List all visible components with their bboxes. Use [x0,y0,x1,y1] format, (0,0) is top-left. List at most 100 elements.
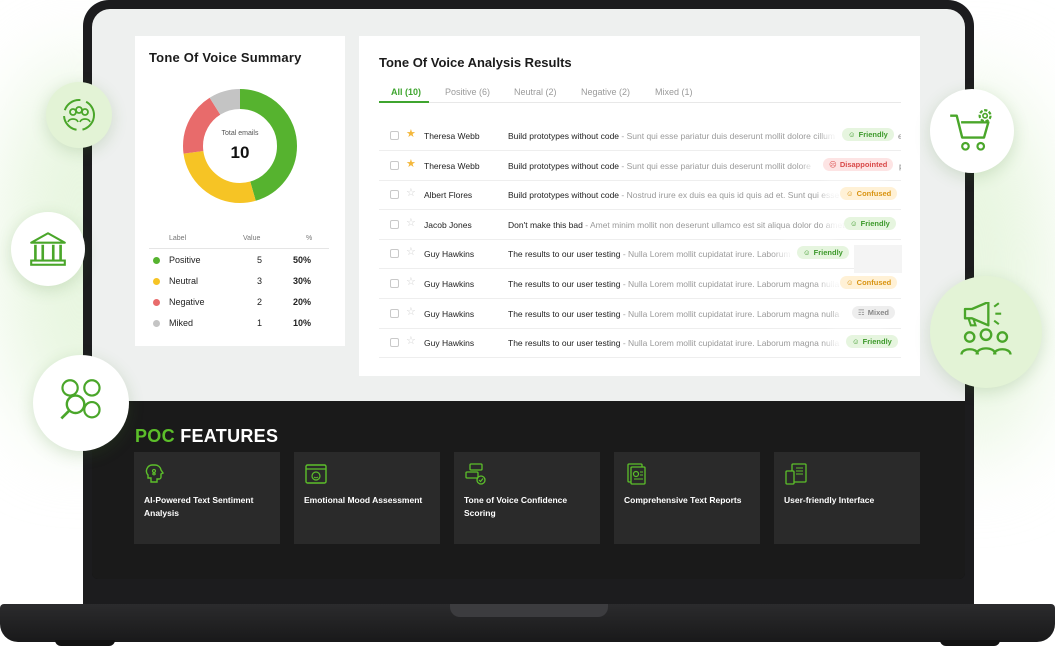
subject-text: Build prototypes without code [508,160,620,171]
preview-text: - Nulla Lorem mollit cupidatat irure. La… [620,249,791,260]
donut-center: Total emails 10 [182,88,298,204]
laptop-foot-left [55,640,115,646]
subject-text: The results to our user testing [508,308,621,319]
tab-all[interactable]: All (10) [391,87,422,97]
results-card: Tone Of Voice Analysis Results All (10) … [359,36,920,376]
tone-badge-label: Friendly [860,218,890,228]
star-icon[interactable]: ☆ [406,305,416,318]
laptop-foot-right [940,640,1000,646]
email-subject: The results to our user testing - Nulla … [508,338,898,348]
tone-badge: ☺ Friendly [842,128,894,141]
donut-segment-neutral [183,89,297,203]
legend-value: 2 [257,297,263,307]
star-icon[interactable]: ★ [406,128,416,140]
email-subject: Don't make this bad - Amet minim mollit … [508,220,898,230]
preview-text: - Nostrud irure ex duis ea quis id quis … [619,190,840,201]
subject-text: Build prototypes without code [508,131,620,141]
preview-text: - Nulla Lorem mollit cupidatat irure. La… [620,279,840,289]
trailing-text: er [898,131,901,141]
sender-name: Albert Flores [424,190,473,201]
preview-text: - Nulla Lorem mollit cupidatat irure. La… [620,308,840,319]
email-subject: The results to our user testing - Nulla … [508,309,898,319]
cart-gear-icon [950,109,992,151]
tab-positive[interactable]: Positive (6) [445,87,491,97]
row-checkbox[interactable] [390,338,399,348]
cart-gear-badge [930,89,1014,173]
sender-name: Guy Hawkins [424,279,475,289]
legend-label: Negative [169,297,205,307]
row-checkbox[interactable] [390,131,399,140]
email-row[interactable]: ☆ Guy Hawkins The results to our user test… [379,239,901,270]
row-checkbox[interactable] [390,219,399,229]
preview-text: - Sunt qui esse pariatur duis deserunt m… [619,160,811,171]
feature-label: Tone of Voice Confidence Scoring [464,495,568,518]
row-checkbox[interactable] [390,308,399,318]
emotion-screen-icon [305,464,327,484]
tone-badge-label: Confused [856,189,892,199]
email-row[interactable]: ☆ Jacob Jones Don't make this bad - Amet m… [379,210,901,240]
star-icon[interactable]: ☆ [406,216,416,229]
confidence-score-icon [465,463,486,485]
megaphone-team-badge [930,276,1042,388]
team-cycle-badge [46,82,112,148]
email-row[interactable]: ☆ Guy Hawkins The results to our user test… [379,299,901,329]
features-title-accent: POC [135,426,175,446]
feature-label: Emotional Mood Assessment [304,495,423,505]
row-checkbox[interactable] [390,190,399,200]
star-icon[interactable]: ☆ [406,276,416,288]
star-icon[interactable]: ☆ [406,335,416,348]
row-checkbox[interactable] [390,160,399,170]
emoji-icon: ☺ [850,218,858,228]
tone-badge-label: Friendly [858,130,888,139]
emoji-icon: ☶ [858,307,865,317]
legend-label: Neutral [169,276,199,286]
subject-text: Don't make this bad [508,219,583,230]
feature-card-reports: Comprehensive Text Reports [614,452,760,544]
total-emails-label: Total emails [221,130,259,137]
email-row[interactable]: ★ Theresa Webb Build prototypes without co… [379,151,901,181]
emoji-icon: ☺ [848,130,856,139]
tab-neutral[interactable]: Neutral (2) [514,87,557,97]
donut-segment-miked [183,89,297,203]
tone-badge: ☺ Confused [840,187,898,201]
star-icon[interactable]: ☆ [406,187,416,200]
features-title: POC FEATURES [135,426,278,447]
tab-mixed[interactable]: Mixed (1) [655,87,693,97]
donut-segment-negative [183,89,297,203]
sender-name: Guy Hawkins [424,338,475,349]
feature-card-mood: Emotional Mood Assessment [294,452,440,544]
emoji-icon: ☺ [846,189,854,199]
row-checkbox[interactable] [390,249,399,259]
feature-label: Comprehensive Text Reports [624,495,742,505]
sender-name: Theresa Webb [424,160,480,171]
legend-pct: 50% [293,255,312,265]
tone-badge-label: Confused [856,278,892,287]
email-row[interactable]: ★ Theresa Webb Build prototypes without co… [379,121,901,151]
star-icon[interactable]: ★ [406,157,416,170]
tone-badge: ☺ Friendly [846,335,898,349]
email-row[interactable]: ☆ Guy Hawkins The results to our user test… [379,269,901,299]
tone-badge: ☶ Mixed [852,305,895,319]
row-checkbox[interactable] [390,279,399,288]
feature-label: AI-Powered Text Sentiment Analysis [144,495,254,518]
preview-text: - Nulla Lorem mollit cupidatat irure. La… [620,338,840,349]
feature-label: User-friendly Interface [784,495,875,505]
legend-row-neutral: Neutral 3 30% [149,272,329,292]
email-row[interactable]: ☆ Albert Flores Build prototypes without c… [379,180,901,211]
legend-header-label: Label [169,235,187,242]
email-row[interactable]: ☆ Guy Hawkins The results to our user test… [379,328,901,359]
star-icon[interactable]: ☆ [406,246,416,259]
laptop-base-notch [450,604,608,617]
legend-label: Positive [169,255,201,265]
subject-text: The results to our user testing [508,338,621,349]
preview-text: - Sunt qui esse pariatur duis deserunt m… [619,131,835,141]
legend-header-value: Value [243,235,261,242]
feature-card-interface: User-friendly Interface [774,452,920,544]
tone-badge: ☺ Friendly [844,216,896,230]
sender-name: Theresa Webb [424,131,480,141]
tab-negative[interactable]: Negative (2) [581,87,631,97]
email-subject: Build prototypes without code - Sunt qui… [508,131,898,141]
sender-name: Jacob Jones [424,219,472,230]
legend-dot [153,278,160,285]
trailing-text: por en [899,161,901,171]
